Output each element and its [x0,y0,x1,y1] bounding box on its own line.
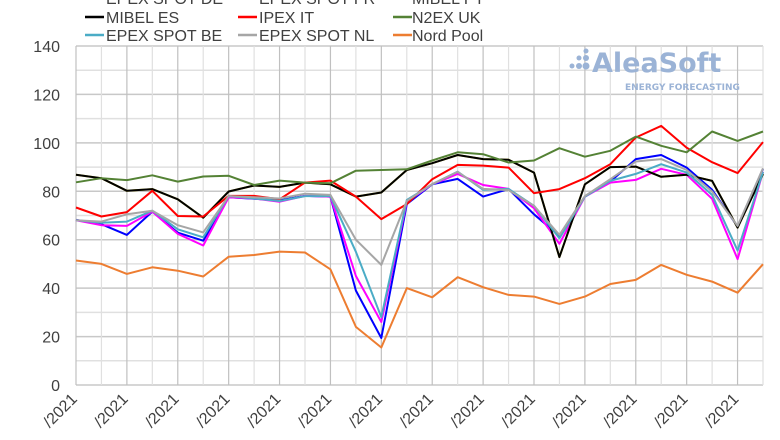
series-line-epex-spot-nl [75,158,764,266]
watermark-brand: AleaSoft [592,48,721,79]
y-tick-label: 100 [33,136,60,153]
watermark-tagline: ENERGY FORECASTING [625,83,740,93]
series-line-epex-spot-be [75,163,764,319]
x-tick-label: /2021 [498,391,538,431]
series-line-nord-pool [75,250,764,349]
x-tick-label: /2021 [193,391,233,431]
legend-label: MIBEL PT [412,0,485,8]
y-tick-label: 120 [33,87,60,104]
aleasoft-watermark: AleaSoft ENERGY FORECASTING [569,48,740,93]
y-tick-label: 140 [33,39,60,56]
x-tick-label: /2021 [142,391,182,431]
legend-label: EPEX SPOT NL [259,28,374,45]
legend-label: MIBEL ES [106,10,179,27]
legend-label: Nord Pool [412,28,483,45]
series-line-ipex-it [75,124,764,221]
legend-label: N2EX UK [412,10,481,27]
x-axis: /2021/2021/2021/2021/2021/2021/2021/2021… [40,391,742,431]
legend-label: EPEX SPOT DE [106,0,223,8]
x-tick-label: /2021 [448,391,488,431]
x-tick-label: /2021 [651,391,691,431]
x-tick-label: /2021 [346,391,386,431]
legend-label: EPEX SPOT BE [106,28,222,45]
series-lines [75,124,764,349]
series-line-epex-spot-de [75,154,764,339]
grid [75,45,764,386]
x-tick-label: /2021 [600,391,640,431]
x-tick-label: /2021 [702,391,742,431]
legend: EPEX SPOT DE EPEX SPOT FR MIBEL PT MIBEL ES… [85,0,485,45]
x-tick-label: /2021 [295,391,335,431]
y-tick-label: 20 [42,330,60,347]
legend-label: IPEX IT [259,10,314,27]
x-tick-label: /2021 [397,391,437,431]
series-line-n2ex-uk [75,130,764,186]
y-tick-label: 0 [51,378,60,395]
x-tick-label: /2021 [91,391,131,431]
y-tick-label: 40 [42,281,60,298]
x-tick-label: /2021 [244,391,284,431]
y-tick-label: 60 [42,233,60,250]
legend-label: EPEX SPOT FR [259,0,375,8]
series-line-mibel-es [75,154,764,259]
x-tick-label: /2021 [40,391,80,431]
y-axis: 0 20 40 60 80 100 120 140 [33,39,60,395]
x-tick-label: /2021 [549,391,589,431]
y-tick-label: 80 [42,184,60,201]
